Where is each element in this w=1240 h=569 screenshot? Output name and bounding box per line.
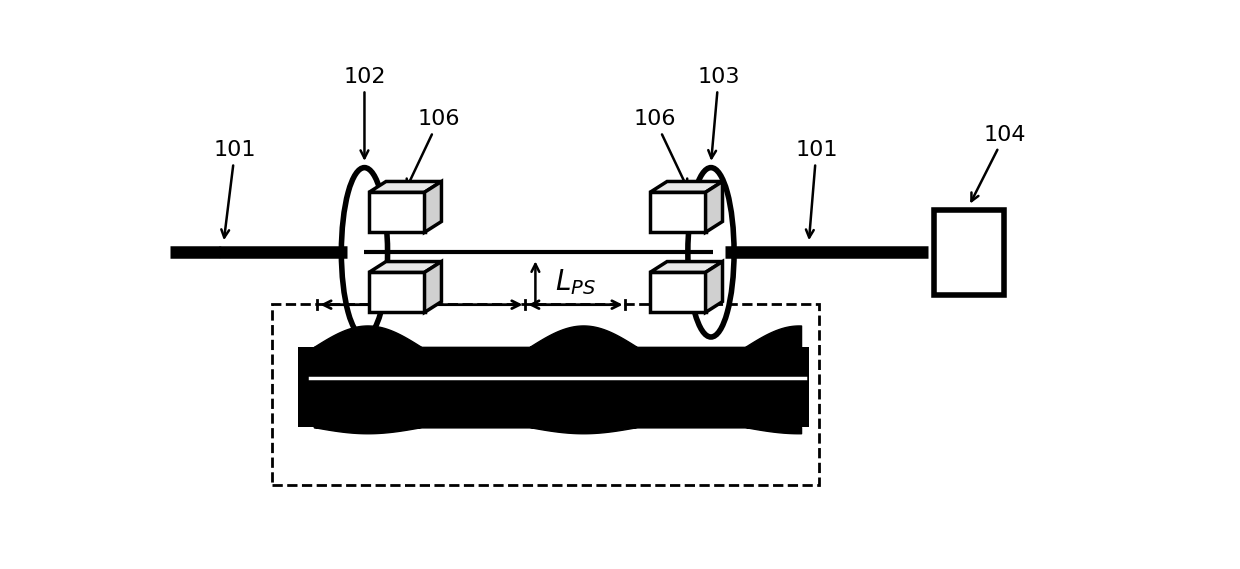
Polygon shape — [424, 182, 441, 232]
Text: 104: 104 — [971, 125, 1027, 201]
Polygon shape — [370, 182, 441, 192]
Text: 105: 105 — [515, 264, 557, 361]
Polygon shape — [370, 192, 424, 232]
Polygon shape — [706, 262, 723, 312]
Text: 102: 102 — [343, 67, 386, 158]
Text: 101: 101 — [795, 140, 838, 237]
Polygon shape — [424, 262, 441, 312]
Text: 106: 106 — [407, 109, 460, 187]
Polygon shape — [370, 262, 441, 273]
Polygon shape — [650, 182, 723, 192]
Polygon shape — [650, 262, 723, 273]
FancyBboxPatch shape — [272, 304, 818, 485]
Polygon shape — [370, 273, 424, 312]
Polygon shape — [650, 192, 706, 232]
FancyBboxPatch shape — [299, 347, 808, 427]
Text: 103: 103 — [697, 67, 740, 158]
Text: 101: 101 — [213, 140, 257, 237]
FancyBboxPatch shape — [934, 210, 1003, 295]
Text: $L_{PS}$: $L_{PS}$ — [556, 267, 596, 297]
Text: $\Lambda$: $\Lambda$ — [409, 265, 434, 297]
Text: 106: 106 — [634, 109, 687, 187]
Polygon shape — [706, 182, 723, 232]
Polygon shape — [650, 273, 706, 312]
